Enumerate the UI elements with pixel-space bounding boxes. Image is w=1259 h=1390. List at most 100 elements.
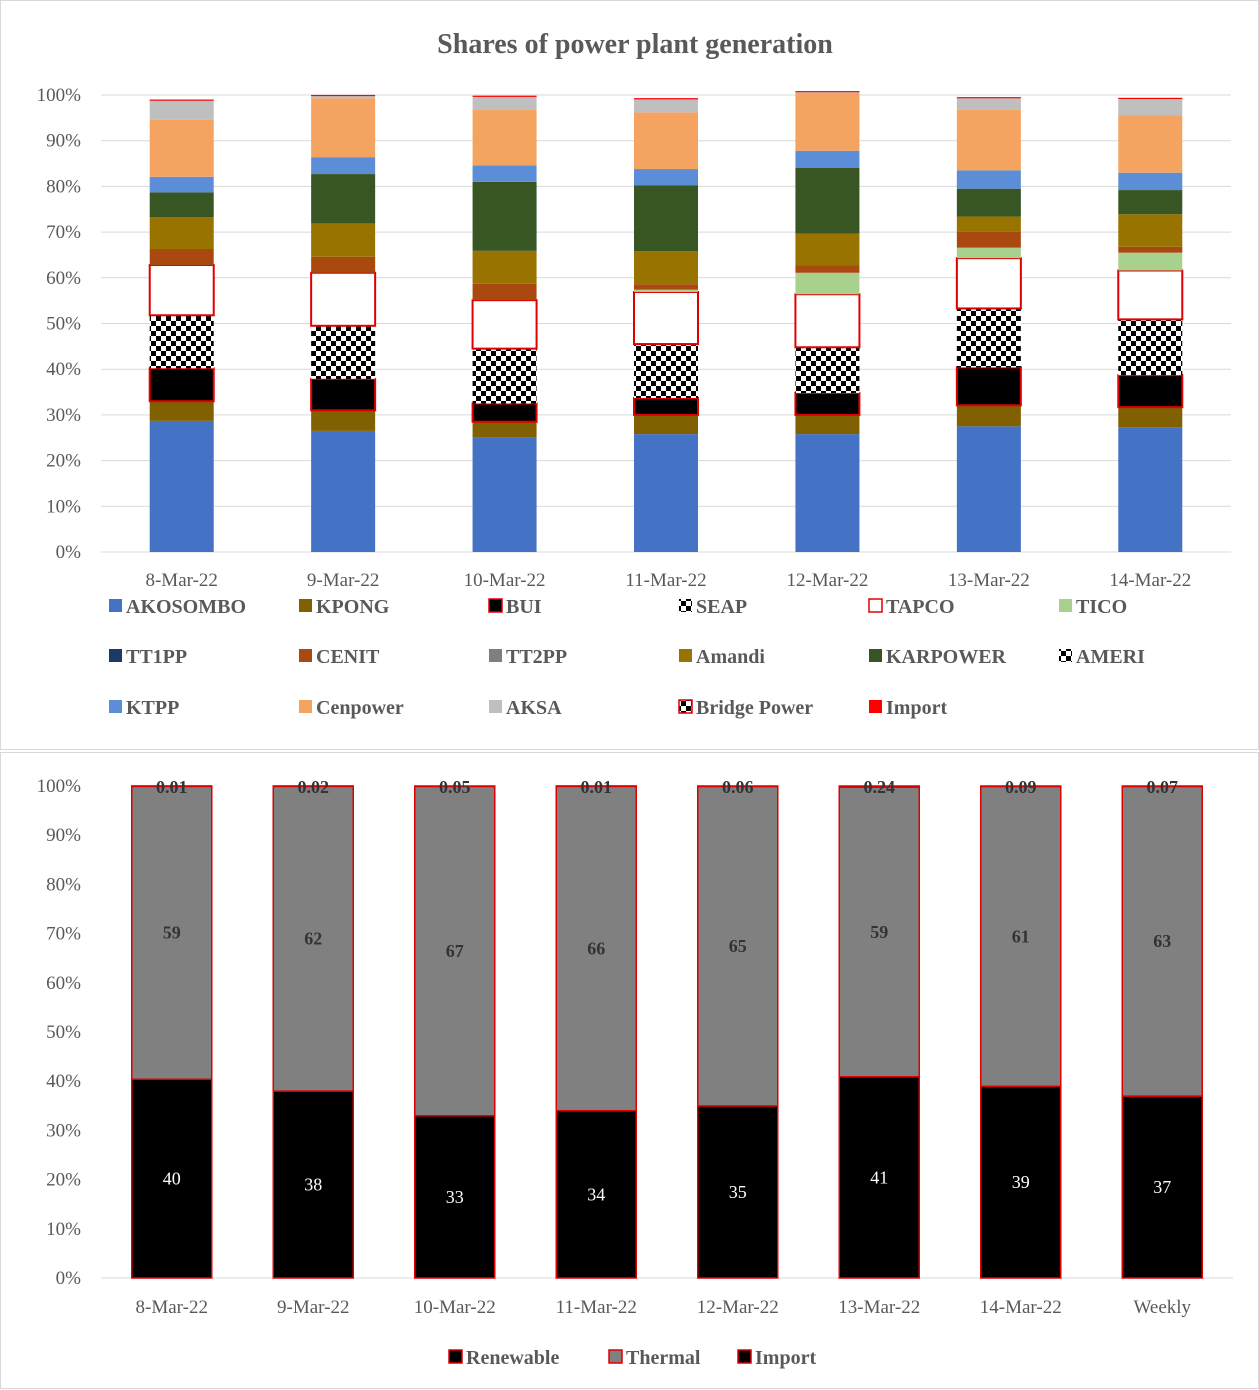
x-tick-label: 14-Mar-22 bbox=[1109, 570, 1191, 591]
legend-swatch-karpower bbox=[869, 649, 882, 662]
y-tick-label: 0% bbox=[56, 1268, 82, 1289]
data-label-import: 0.02 bbox=[298, 777, 330, 797]
data-label-renewable: 39 bbox=[1012, 1172, 1030, 1192]
bar-segment-karpower bbox=[472, 181, 537, 251]
bar-segment-kpong bbox=[634, 414, 698, 435]
legend-label-kpong: KPONG bbox=[316, 596, 390, 618]
legend-label-tapco: TAPCO bbox=[886, 596, 955, 618]
bar-segment-amandi bbox=[634, 251, 698, 285]
y-tick-label: 100% bbox=[37, 85, 82, 106]
bar-segment-aksa bbox=[634, 98, 698, 113]
bar-segment-tapco bbox=[148, 264, 215, 317]
bar-segment-karpower bbox=[634, 185, 698, 252]
bar-segment-akosombo bbox=[634, 434, 698, 552]
bar-segment-bui bbox=[633, 396, 699, 416]
x-axis-ticks: 8-Mar-22 9-Mar-22 10-Mar-22 11-Mar-22 12-Mar… bbox=[145, 570, 1191, 591]
bar-segment-tapco bbox=[471, 299, 538, 350]
bars bbox=[148, 91, 1184, 552]
data-label-import: 0.01 bbox=[581, 777, 613, 797]
bar-segment-tapco bbox=[1117, 269, 1184, 321]
bar-segment-ktpp bbox=[311, 157, 376, 175]
y-tick-label: 90% bbox=[46, 825, 81, 846]
bar-segment-tapco bbox=[794, 293, 861, 349]
legend-label-renewable: Renewable bbox=[466, 1347, 559, 1369]
bar-segment-aksa bbox=[1118, 98, 1183, 116]
bar-segment-seap bbox=[472, 348, 537, 404]
bar-segment-renewable bbox=[414, 1114, 496, 1279]
bar-segment-cenpower bbox=[795, 92, 860, 151]
legend-label-tico: TICO bbox=[1076, 596, 1127, 618]
bar-segment-akosombo bbox=[472, 437, 537, 552]
x-tick-label: 11-Mar-22 bbox=[556, 1297, 637, 1318]
x-tick-label: 12-Mar-22 bbox=[697, 1297, 779, 1318]
y-tick-label: 40% bbox=[46, 1071, 81, 1092]
y-tick-label: 50% bbox=[46, 1022, 81, 1043]
bar-segment-kpong bbox=[311, 410, 376, 431]
bar-segment-akosombo bbox=[149, 420, 214, 552]
legend-swatch-bui bbox=[488, 598, 503, 613]
legend: AKOSOMBO KPONG BUI SEAP TAPCO TICO TT1PP CENIT T… bbox=[109, 596, 1145, 719]
bar-segment-karpower bbox=[311, 174, 376, 224]
bars bbox=[131, 785, 1203, 1279]
legend-swatch-cenit bbox=[299, 649, 312, 662]
legend-swatch-amandi bbox=[679, 649, 692, 662]
legend-swatch-tt2pp bbox=[489, 649, 502, 662]
bar-segment-cenit bbox=[311, 256, 376, 273]
bar-segment-thermal bbox=[272, 785, 354, 1092]
data-label-thermal: 59 bbox=[163, 923, 181, 943]
bar-segment-tico bbox=[956, 247, 1021, 259]
legend-label-akosombo: AKOSOMBO bbox=[126, 596, 246, 618]
generation-shares-chart: Shares of power plant generation 0% 10% 20… bbox=[37, 29, 1231, 719]
bar-segment-tico bbox=[795, 272, 860, 295]
bar-segment-renewable bbox=[1121, 1095, 1203, 1279]
legend-swatch-aksa bbox=[489, 700, 502, 713]
bar-segment-seap bbox=[149, 315, 214, 369]
y-tick-label: 40% bbox=[46, 359, 81, 380]
bar-segment-cenit bbox=[472, 283, 537, 301]
bar-segment-akosombo bbox=[956, 426, 1021, 552]
legend-label-import: Import bbox=[755, 1347, 816, 1369]
x-tick-label: 10-Mar-22 bbox=[414, 1297, 496, 1318]
data-label-renewable: 33 bbox=[446, 1187, 464, 1207]
bar-segment-tapco bbox=[633, 290, 699, 346]
bar-segment-bui bbox=[471, 402, 538, 423]
bar-segment-amandi bbox=[472, 250, 537, 284]
bar-segment-import bbox=[956, 97, 1021, 99]
bar-segment-aksa bbox=[311, 95, 376, 99]
data-label-renewable: 34 bbox=[587, 1184, 605, 1204]
bar-segment-renewable bbox=[131, 1078, 213, 1279]
source-shares-chart-panel: 0% 10% 20% 30% 40% 50% 60% 70% 80% 90% 100% 40 59 0.… bbox=[0, 752, 1259, 1389]
y-tick-label: 90% bbox=[46, 131, 81, 152]
bar-segment-seap bbox=[634, 344, 698, 398]
bar-segment-import bbox=[311, 94, 376, 97]
bar-segment-aksa bbox=[149, 99, 214, 120]
data-label-thermal: 62 bbox=[304, 929, 322, 949]
legend-label-karpower: KARPOWER bbox=[886, 646, 1007, 668]
bar-segment-tico bbox=[634, 289, 698, 292]
legend-swatch-akosombo bbox=[109, 599, 122, 612]
legend-swatch-seap bbox=[679, 599, 692, 612]
x-tick-label: 8-Mar-22 bbox=[136, 1297, 208, 1318]
bar-segment-amandi bbox=[956, 216, 1021, 232]
legend-swatch-kpong bbox=[299, 599, 312, 612]
legend-label-ktpp: KTPP bbox=[126, 697, 179, 719]
bar-segment-aksa bbox=[472, 95, 537, 110]
legend-label-tt2pp: TT2PP bbox=[506, 646, 567, 668]
x-tick-label: 13-Mar-22 bbox=[948, 570, 1030, 591]
bar-segment-cenit bbox=[795, 265, 860, 273]
bar-segment-import bbox=[472, 95, 537, 97]
y-tick-label: 50% bbox=[46, 314, 81, 335]
y-tick-label: 30% bbox=[46, 1120, 81, 1141]
legend-label-bui: BUI bbox=[506, 596, 542, 618]
bar-segment-import bbox=[838, 785, 920, 788]
data-label-renewable: 37 bbox=[1153, 1177, 1171, 1197]
x-tick-label: 11-Mar-22 bbox=[625, 570, 706, 591]
legend-label-ameri: AMERI bbox=[1076, 646, 1145, 668]
source-shares-chart: 0% 10% 20% 30% 40% 50% 60% 70% 80% 90% 100% 40 59 0.… bbox=[37, 776, 1233, 1369]
bar-segment-ktpp bbox=[472, 165, 537, 182]
bar-segment-renewable bbox=[838, 1076, 920, 1279]
bar-segment-thermal bbox=[838, 786, 920, 1078]
bar-segment-karpower bbox=[1118, 190, 1183, 215]
legend-swatch-cenpower bbox=[299, 700, 312, 713]
bar-segment-thermal bbox=[697, 785, 779, 1107]
